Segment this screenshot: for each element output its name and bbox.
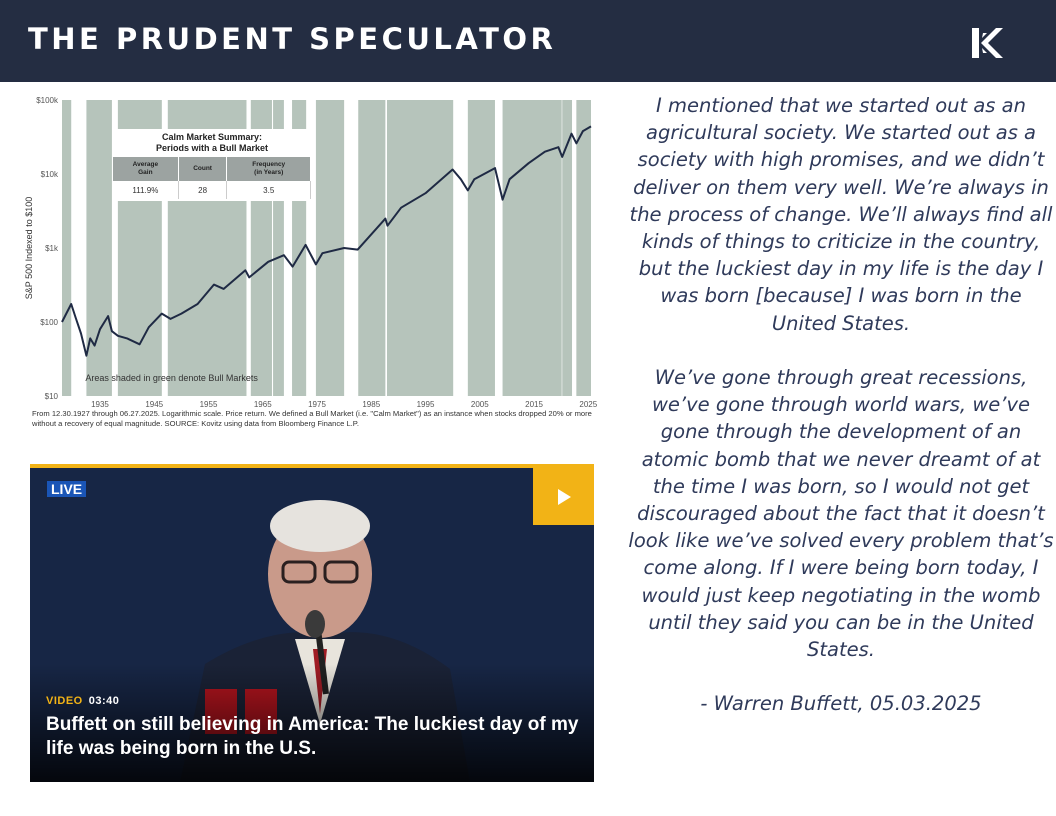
video-kind-label: VIDEO <box>46 695 83 707</box>
summary-cell-gain: 111.9% <box>113 181 179 199</box>
bull-market-band <box>467 100 495 396</box>
y-tick-label: $1k <box>45 244 59 253</box>
y-tick-label: $100 <box>40 318 58 327</box>
y-axis-label: S&P 500 Indexed to $100 <box>24 197 34 299</box>
summary-header-frequency-line2: (in Years) <box>254 169 284 176</box>
x-tick-label: 1955 <box>200 400 218 408</box>
x-tick-label: 2005 <box>471 400 489 408</box>
summary-header-gain-line2: Gain <box>138 169 153 176</box>
y-tick-label: $10k <box>41 170 59 179</box>
paragraph-spacer <box>626 663 1056 690</box>
live-badge: LIVE <box>47 481 87 497</box>
summary-header-frequency: Frequency (in Years) <box>226 157 311 181</box>
video-title[interactable]: Buffett on still believing in America: T… <box>46 714 579 759</box>
summary-header-gain-line1: Average <box>132 161 159 168</box>
x-tick-label: 1935 <box>91 400 109 408</box>
y-tick-label: $100k <box>36 96 59 105</box>
bull-market-band <box>62 100 72 396</box>
summary-header-gain: Average Gain <box>113 157 179 181</box>
summary-grid: Average Gain Count Frequency (in Years) … <box>113 157 311 199</box>
quote-paragraph-1: I mentioned that we started out as an ag… <box>629 94 1053 335</box>
bull-market-band <box>386 100 454 396</box>
summary-title-line1: Calm Market Summary: <box>161 132 263 142</box>
summary-cell-count: 28 <box>178 181 228 199</box>
summary-title: Calm Market Summary: Periods with a Bull… <box>113 129 311 154</box>
summary-header-count: Count <box>178 157 228 181</box>
calm-market-summary-table: Calm Market Summary: Periods with a Bull… <box>113 129 311 201</box>
x-tick-label: 1965 <box>254 400 272 408</box>
x-tick-label: 1975 <box>308 400 326 408</box>
video-duration: 03:40 <box>88 695 120 707</box>
x-tick-label: 1945 <box>145 400 163 408</box>
bull-market-band <box>576 100 591 396</box>
chart-canvas: $10 $100 $1k $10k $100k 1935 1945 1955 1965 1975 1… <box>24 96 598 408</box>
brand-title: THE PRUDENT SPECULATOR <box>28 22 557 56</box>
x-tick-label: 1995 <box>417 400 435 408</box>
bull-market-band <box>315 100 345 396</box>
summary-header-count-line1: Count <box>193 165 212 172</box>
bull-market-band <box>358 100 386 396</box>
bull-market-band <box>86 100 112 396</box>
kovitz-k-logo-icon <box>972 28 1003 58</box>
y-tick-label: $10 <box>45 392 59 401</box>
quote-paragraph-2: We’ve gone through great recessions, we’… <box>628 366 1054 662</box>
video-player[interactable]: LIVE VIDEO 03:40 Buffett on still believi… <box>30 464 594 782</box>
video-caption-gradient <box>30 664 594 782</box>
video-top-accent-bar <box>30 464 594 468</box>
summary-cell-frequency: 3.5 <box>226 181 311 199</box>
play-button[interactable] <box>533 468 594 525</box>
play-icon <box>558 489 571 505</box>
bull-market-band <box>502 100 562 396</box>
chart-source-note: From 12.30.1927 through 06.27.2025. Loga… <box>32 409 592 428</box>
x-tick-label: 2015 <box>525 400 543 408</box>
paragraph-spacer <box>626 337 1056 364</box>
summary-title-line2: Periods with a Bull Market <box>155 143 269 153</box>
header-bar: THE PRUDENT SPECULATOR <box>0 0 1056 82</box>
x-tick-label: 1985 <box>362 400 380 408</box>
sp500-line <box>61 125 592 357</box>
x-tick-label: 2025 <box>579 400 597 408</box>
video-meta: VIDEO 03:40 <box>46 695 119 707</box>
bull-market-chart: $10 $100 $1k $10k $100k 1935 1945 1955 1965 1975 1… <box>20 96 600 436</box>
bull-market-annotation: Areas shaded in green denote Bull Market… <box>85 373 258 383</box>
buffett-quote: I mentioned that we started out as an ag… <box>626 92 1056 718</box>
bull-market-band <box>273 100 284 396</box>
quote-attribution: - Warren Buffett, 05.03.2025 <box>700 692 982 716</box>
summary-header-frequency-line1: Frequency <box>252 161 286 168</box>
bull-market-band <box>562 100 573 396</box>
